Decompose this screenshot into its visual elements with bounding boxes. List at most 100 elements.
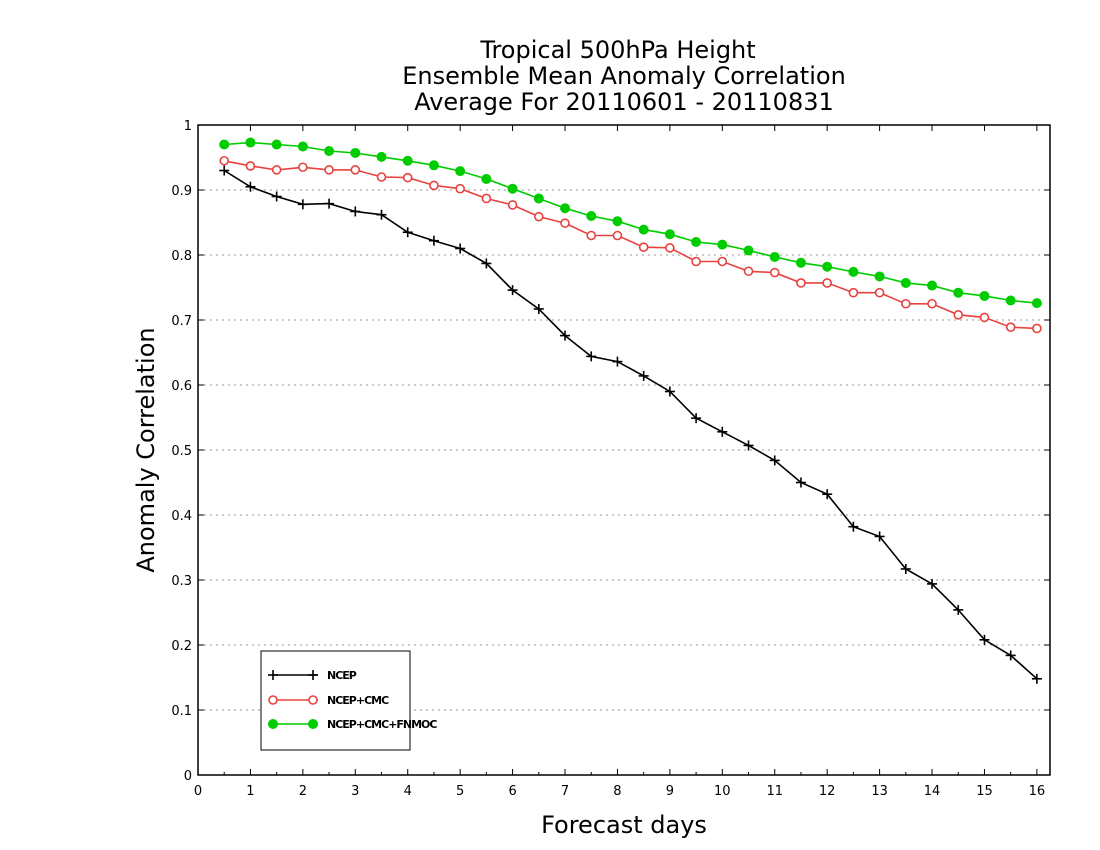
data-point (664, 386, 675, 397)
data-point (245, 181, 256, 192)
x-tick-label: 6 (508, 784, 516, 799)
data-point (717, 239, 728, 250)
grid-lines (198, 189, 1050, 711)
data-point (586, 351, 597, 362)
data-point (822, 278, 832, 288)
data-point (796, 278, 806, 288)
x-axis: 0 1 2 3 4 5 6 7 8 9 10 11 12 13 14 15 16 (194, 125, 1045, 799)
data-point (560, 330, 571, 341)
data-point (481, 173, 492, 184)
legend-marker-start (268, 719, 278, 729)
y-tick-label: 0.8 (171, 249, 192, 264)
chart-title-line-2: Ensemble Mean Anomaly Correlation (402, 62, 846, 90)
legend-marker-end (308, 670, 318, 680)
data-point (665, 243, 675, 253)
x-tick-label: 4 (404, 784, 412, 799)
data-point (612, 216, 623, 227)
y-tick-label: 0.4 (171, 509, 192, 524)
legend-label: NCEP+CMC (327, 694, 389, 707)
data-point (376, 172, 387, 182)
plot-series (219, 137, 1042, 684)
legend-entry: NCEP+CMC (268, 694, 390, 707)
data-point (638, 370, 649, 381)
data-point (691, 256, 701, 267)
data-point (1032, 323, 1042, 334)
data-point (953, 309, 964, 320)
data-point (455, 243, 466, 254)
data-point (691, 237, 702, 247)
data-point (979, 634, 990, 645)
data-point (717, 426, 728, 437)
y-tick-label: 0.6 (171, 379, 192, 394)
chart-title: Tropical 500hPa Height Ensemble Mean Ano… (402, 36, 846, 116)
data-point (429, 180, 439, 191)
data-point (560, 218, 570, 228)
data-point (297, 141, 308, 152)
data-point (560, 203, 571, 214)
y-tick-label: 0.1 (171, 704, 192, 719)
data-point (402, 172, 413, 183)
data-point (769, 455, 780, 466)
x-tick-label: 14 (924, 784, 941, 799)
data-point (874, 287, 885, 298)
data-point (350, 147, 361, 158)
data-point (638, 224, 649, 235)
data-point (1005, 295, 1016, 306)
y-tick-label: 0 (184, 769, 192, 784)
data-point (901, 298, 911, 309)
data-point (1005, 650, 1016, 661)
data-point (533, 193, 544, 204)
data-point (324, 146, 335, 156)
data-point (691, 413, 702, 424)
data-point (455, 166, 466, 177)
data-point (219, 165, 230, 176)
data-point (1031, 673, 1042, 684)
data-point (743, 266, 754, 277)
data-point (953, 287, 964, 298)
data-point (927, 280, 938, 291)
x-tick-label: 15 (976, 784, 993, 799)
series-1 (219, 165, 1042, 684)
x-axis-title: Forecast days (541, 811, 707, 839)
x-tick-label: 12 (819, 784, 836, 799)
data-point (927, 578, 938, 589)
y-tick-label: 0.5 (171, 444, 192, 459)
data-point (271, 165, 282, 175)
legend-entry: NCEP (268, 669, 358, 682)
x-tick-label: 0 (194, 784, 202, 799)
legend-label: NCEP (327, 669, 357, 682)
data-point (743, 440, 754, 451)
legend-entry: NCEP+CMC+FNMOC (268, 718, 438, 731)
data-point (769, 267, 780, 278)
data-point (297, 199, 308, 210)
chart-title-line-1: Tropical 500hPa Height (479, 36, 755, 64)
series-3 (219, 137, 1042, 309)
data-point (1031, 298, 1042, 309)
data-point (376, 151, 387, 162)
data-point (507, 285, 518, 296)
series-line (224, 141, 1037, 304)
x-tick-label: 5 (456, 784, 464, 799)
chart-title-line-3: Average For 20110601 - 20110831 (414, 88, 834, 116)
data-point (350, 206, 361, 217)
data-point (507, 200, 518, 210)
x-tick-label: 7 (561, 784, 569, 799)
data-point (795, 257, 806, 268)
data-point (350, 165, 361, 175)
data-point (848, 287, 859, 298)
series-2 (219, 155, 1042, 334)
y-tick-label: 1 (184, 119, 192, 134)
data-point (795, 477, 806, 488)
data-point (533, 303, 544, 314)
legend-label: NCEP+CMC+FNMOC (327, 718, 437, 731)
data-point (848, 521, 859, 532)
y-tick-label: 0.9 (171, 184, 192, 199)
x-tick-label: 10 (714, 784, 731, 799)
data-point (822, 489, 833, 500)
data-point (271, 191, 282, 202)
data-point (481, 193, 492, 204)
data-point (1005, 322, 1016, 332)
data-point (428, 235, 439, 246)
series-line (223, 169, 1038, 680)
data-point (848, 266, 859, 277)
